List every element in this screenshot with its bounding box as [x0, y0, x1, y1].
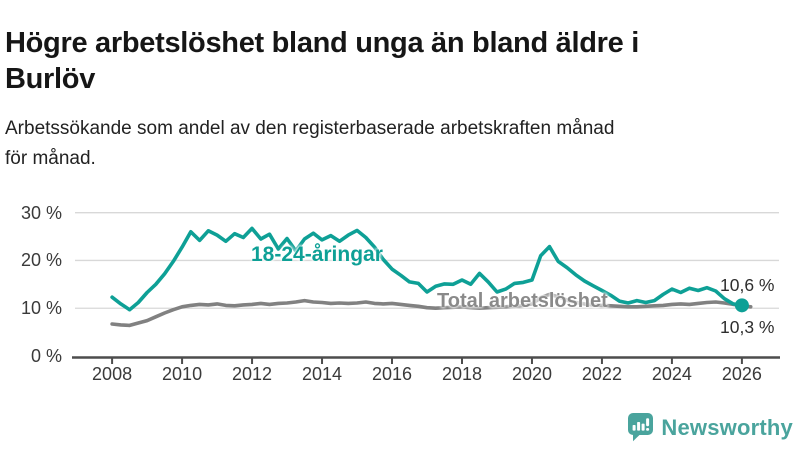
x-axis-tick-label: 2020 — [511, 364, 552, 384]
newsworthy-logo: Newsworthy — [628, 413, 793, 442]
x-axis-tick-label: 2026 — [721, 364, 762, 384]
x-axis-tick-label: 2008 — [92, 364, 133, 384]
y-axis-tick-label: 30 % — [20, 202, 62, 223]
chart-title: Högre arbetslöshet bland unga än bland ä… — [5, 27, 639, 96]
y-axis-tick-label: 10 % — [20, 298, 62, 319]
end-value-label-total: 10,3 % — [720, 317, 775, 337]
x-axis-tick-label: 2022 — [581, 364, 622, 384]
series-line-young — [110, 226, 744, 312]
x-axis-tick-label: 2010 — [162, 364, 203, 384]
x-axis-tick-label: 2012 — [232, 364, 273, 384]
x-axis-tick-label: 2016 — [371, 364, 413, 384]
series-label-total-arbetsloshet: Total arbetslöshet — [437, 290, 608, 312]
chart-subtitle: Arbetssökande som andel av den registerb… — [5, 118, 615, 169]
newsworthy-brand-text: Newsworthy — [661, 414, 793, 440]
x-axis-tick-label: 2018 — [441, 364, 482, 384]
end-value-label-18-24: 10,6 % — [720, 275, 775, 295]
series-label-18-24-aringar: 18-24-åringar — [251, 243, 383, 266]
series-end-dot — [734, 298, 749, 313]
y-axis-tick-label: 20 % — [20, 250, 62, 271]
newsworthy-speech-bubble-chart-icon — [628, 413, 654, 442]
y-axis-tick-label: 0 % — [30, 346, 62, 366]
x-axis-tick-label: 2024 — [651, 364, 692, 384]
series-line-total — [110, 292, 753, 328]
x-axis-tick-label: 2014 — [301, 364, 343, 384]
